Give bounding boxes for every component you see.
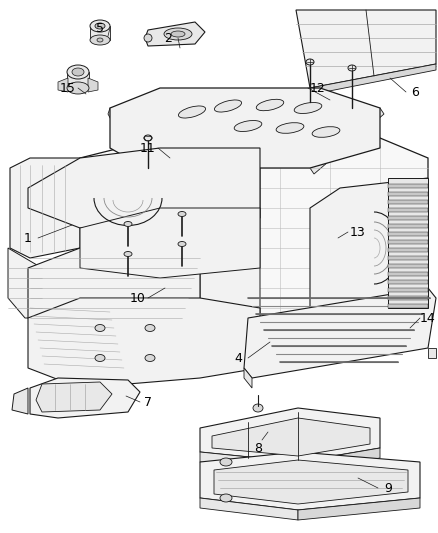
Ellipse shape [97,38,103,42]
Ellipse shape [95,354,105,361]
Polygon shape [36,382,112,412]
Ellipse shape [178,241,186,246]
Ellipse shape [220,494,232,502]
Polygon shape [388,288,428,292]
Polygon shape [90,26,110,40]
Polygon shape [310,108,384,174]
Ellipse shape [90,20,110,32]
Ellipse shape [67,82,89,94]
Polygon shape [310,64,436,94]
Polygon shape [388,192,428,196]
Ellipse shape [95,325,105,332]
Polygon shape [388,224,428,228]
Ellipse shape [348,65,356,71]
Ellipse shape [95,23,105,29]
Text: 1: 1 [24,231,32,245]
Polygon shape [388,178,428,308]
Text: 10: 10 [130,292,146,304]
Polygon shape [8,248,42,318]
Polygon shape [388,272,428,276]
Polygon shape [388,240,428,244]
Polygon shape [200,452,298,472]
Polygon shape [388,232,428,236]
Polygon shape [200,452,420,510]
Polygon shape [388,304,428,308]
Ellipse shape [90,35,110,45]
Polygon shape [244,288,436,378]
Text: 13: 13 [350,225,366,238]
Text: 4: 4 [234,351,242,365]
Polygon shape [80,208,260,278]
Ellipse shape [144,34,152,42]
Ellipse shape [220,458,232,466]
Polygon shape [67,72,89,88]
Polygon shape [298,498,420,520]
Text: 12: 12 [310,82,326,94]
Polygon shape [12,388,28,414]
Polygon shape [28,298,260,388]
Ellipse shape [276,123,304,133]
Ellipse shape [215,100,242,112]
Polygon shape [10,158,80,258]
Text: 6: 6 [411,85,419,99]
Ellipse shape [306,59,314,65]
Ellipse shape [171,31,185,37]
Polygon shape [388,200,428,204]
Polygon shape [110,88,380,168]
Text: 11: 11 [140,141,156,155]
Polygon shape [30,378,140,418]
Polygon shape [428,348,436,358]
Polygon shape [388,256,428,260]
Polygon shape [244,368,252,388]
Polygon shape [200,138,260,328]
Polygon shape [200,408,380,462]
Polygon shape [28,248,200,338]
Polygon shape [388,264,428,268]
Ellipse shape [256,99,284,111]
Ellipse shape [234,120,262,132]
Polygon shape [298,448,380,472]
Polygon shape [28,148,260,228]
Polygon shape [108,108,145,174]
Ellipse shape [145,354,155,361]
Ellipse shape [294,102,322,114]
Polygon shape [388,208,428,212]
Ellipse shape [253,404,263,412]
Text: 5: 5 [96,21,104,35]
Ellipse shape [124,252,132,256]
Polygon shape [388,248,428,252]
Text: 2: 2 [164,31,172,44]
Ellipse shape [72,68,84,76]
Ellipse shape [145,325,155,332]
Polygon shape [88,78,98,92]
Ellipse shape [67,65,89,79]
Text: 9: 9 [384,481,392,495]
Polygon shape [296,10,436,88]
Polygon shape [58,78,68,92]
Polygon shape [212,418,370,456]
Ellipse shape [312,127,340,138]
Ellipse shape [124,222,132,227]
Polygon shape [388,280,428,284]
Polygon shape [200,498,298,520]
Polygon shape [80,138,428,328]
Polygon shape [388,216,428,220]
Text: 15: 15 [60,82,76,94]
Text: 8: 8 [254,441,262,455]
Polygon shape [388,296,428,300]
Ellipse shape [144,135,152,141]
Text: 14: 14 [420,311,436,325]
Ellipse shape [164,28,192,40]
Ellipse shape [178,212,186,216]
Text: 7: 7 [144,395,152,408]
Ellipse shape [178,106,205,118]
Polygon shape [388,184,428,188]
Polygon shape [145,22,205,46]
Polygon shape [214,460,408,504]
Polygon shape [310,178,428,328]
